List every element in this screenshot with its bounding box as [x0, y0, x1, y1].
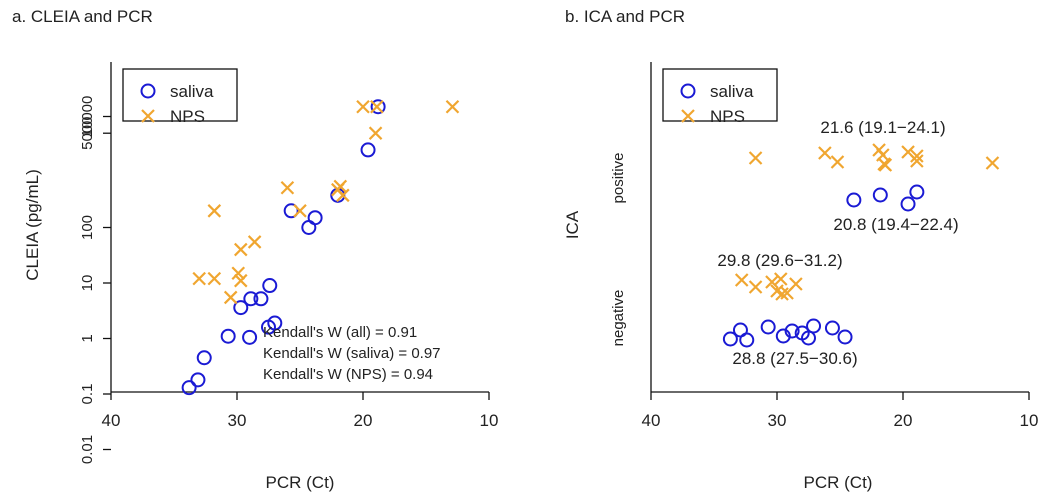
legend-label-saliva: saliva [710, 82, 754, 101]
nps-point [368, 126, 383, 140]
nps-point [207, 271, 222, 286]
nps-point [356, 99, 370, 114]
saliva-point [739, 332, 755, 348]
saliva-point [283, 203, 299, 219]
panel-a-y-tick-label: 10 [79, 275, 96, 292]
saliva-point [909, 184, 925, 200]
median-annotation: 20.8 (19.4−22.4) [833, 215, 958, 234]
nps-point [748, 151, 763, 165]
panel-a-y-label: CLEIA (pg/mL) [23, 169, 42, 281]
panel-a-x-tick-label: 30 [228, 411, 247, 430]
saliva-point [824, 320, 840, 336]
saliva-point [301, 220, 317, 235]
saliva-point [253, 291, 269, 307]
panel-a-y-tick-label: 10000 [79, 96, 96, 138]
median-annotation: 29.8 (29.6−31.2) [717, 251, 842, 270]
nps-point [247, 235, 262, 249]
kendall-annotation: Kendall's W (saliva) = 0.97 [263, 345, 441, 362]
nps-point [774, 272, 788, 286]
saliva-point [196, 350, 212, 366]
saliva-point [775, 328, 791, 344]
nps-point [878, 158, 893, 172]
legend-label-NPS: NPS [710, 107, 745, 126]
panel-b-x-tick-label: 30 [768, 411, 787, 430]
panel-a-y-tick-label: 0.1 [79, 384, 96, 405]
saliva-point [220, 328, 236, 344]
nps-point [818, 146, 832, 160]
median-annotation: 28.8 (27.5−30.6) [732, 349, 857, 368]
saliva-point [872, 187, 888, 203]
saliva-point [806, 318, 822, 334]
nps-point [775, 287, 789, 301]
kendall-annotation: Kendall's W (NPS) = 0.94 [263, 366, 433, 383]
nps-point [280, 180, 295, 195]
nps-point [985, 156, 1000, 170]
saliva-point [262, 278, 278, 294]
panel-a-y-tick-label: 1 [79, 334, 96, 342]
panel-b-x-tick-label: 20 [894, 411, 913, 430]
nps-point [910, 154, 924, 168]
saliva-point [233, 300, 249, 316]
saliva-point [760, 319, 776, 335]
panel-a-x-tick-label: 40 [102, 411, 121, 430]
panel-b-x-tick-label: 10 [1020, 411, 1039, 430]
nps-point [910, 149, 924, 163]
nps-point [445, 99, 460, 114]
saliva-point [360, 142, 376, 158]
panel-b-title: b. ICA and PCR [565, 7, 685, 26]
legend-marker-NPS [681, 109, 695, 123]
panel-b-y-category-negative: negative [610, 290, 627, 347]
nps-point [207, 204, 222, 218]
nps-point [234, 242, 248, 257]
saliva-point [243, 291, 259, 307]
panel-a-x-label: PCR (Ct) [266, 473, 335, 492]
nps-point [192, 271, 206, 286]
panel-a-y-tick-label: 100 [79, 215, 96, 240]
panel-b-y-label: ICA [563, 210, 582, 239]
saliva-point [370, 99, 386, 115]
panel-b-x-label: PCR (Ct) [804, 473, 873, 492]
nps-point [293, 204, 307, 218]
median-annotation: 21.6 (19.1−24.1) [820, 118, 945, 137]
panel-a-y-tick-label: 0.01 [79, 435, 96, 464]
panel-a-title: a. CLEIA and PCR [12, 7, 153, 26]
nps-point [370, 99, 384, 114]
panel-a-y-tick-label: 5000 [79, 117, 96, 150]
legend-label-saliva: saliva [170, 82, 214, 101]
saliva-point [181, 380, 197, 396]
kendall-annotation: Kendall's W (all) = 0.91 [263, 324, 417, 341]
saliva-point [190, 372, 206, 388]
nps-point [331, 182, 345, 197]
saliva-point [722, 331, 738, 347]
nps-point [234, 273, 248, 288]
saliva-point [794, 325, 810, 341]
nps-point [231, 266, 246, 281]
nps-point [748, 280, 763, 294]
saliva-point [242, 329, 258, 345]
legend-marker-saliva [680, 83, 696, 99]
saliva-point [846, 192, 862, 208]
nps-point [223, 290, 238, 305]
legend-marker-saliva [140, 83, 156, 99]
panel-a-x-tick-label: 20 [354, 411, 373, 430]
nps-point [765, 275, 779, 289]
nps-point [876, 148, 890, 162]
panel-a-x-tick-label: 10 [480, 411, 499, 430]
saliva-point [784, 323, 800, 339]
panel-b-x-tick-label: 40 [642, 411, 661, 430]
legend-label-NPS: NPS [170, 107, 205, 126]
legend-marker-NPS [141, 109, 155, 123]
saliva-point [837, 329, 853, 345]
panel-b-y-category-positive: positive [610, 153, 627, 204]
saliva-point [900, 196, 916, 212]
saliva-point [267, 315, 283, 331]
nps-point [789, 277, 803, 291]
nps-point [734, 273, 749, 287]
nps-point [830, 155, 845, 169]
